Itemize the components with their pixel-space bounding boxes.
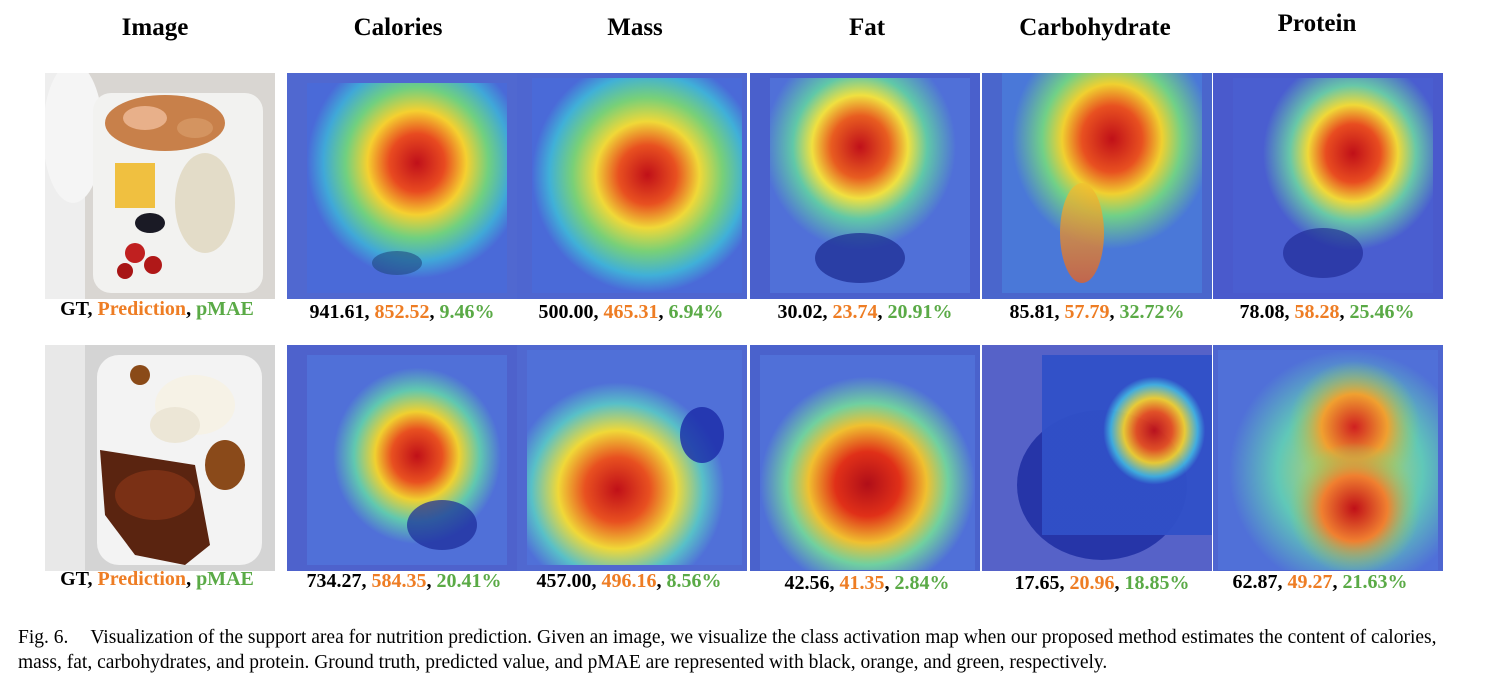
header-mass: Mass <box>607 14 663 41</box>
pmae-value: 6.94% <box>668 301 724 323</box>
legend-pmae: pMAE <box>196 298 254 320</box>
header-image: Image <box>121 14 189 41</box>
gt-value: 457.00 <box>536 570 592 592</box>
legend-gt: GT <box>60 298 88 320</box>
caption-text: Visualization of the support area for nu… <box>18 627 1437 673</box>
pred-value: 20.96 <box>1069 572 1115 594</box>
value-mass-2: 457.00, 496.16, 8.56% <box>536 570 722 592</box>
heatmap-mass-2 <box>517 345 747 571</box>
legend-prediction: Prediction <box>97 298 187 320</box>
pmae-value: 21.63% <box>1342 571 1408 593</box>
gt-value: 85.81 <box>1009 301 1055 323</box>
pred-value: 852.52 <box>374 301 430 323</box>
gt-value: 941.61 <box>309 301 365 323</box>
pmae-value: 18.85% <box>1124 572 1190 594</box>
pmae-value: 25.46% <box>1349 301 1415 323</box>
header-fat: Fat <box>848 14 886 41</box>
pmae-value: 20.41% <box>436 570 502 592</box>
heatmap-calories-2 <box>287 345 517 571</box>
pred-value: 584.35 <box>371 570 427 592</box>
legend-gt: GT <box>60 568 88 590</box>
gt-value: 17.65 <box>1014 572 1060 594</box>
pmae-value: 8.56% <box>666 570 722 592</box>
legend-prediction: Prediction <box>97 568 187 590</box>
heatmap-fat-2 <box>750 345 980 571</box>
legend-label-2: GT, Prediction, pMAE <box>60 568 254 590</box>
pred-value: 58.28 <box>1294 301 1340 323</box>
value-fat-2: 42.56, 41.35, 2.84% <box>784 572 950 594</box>
figure-caption: Fig. 6. Visualization of the support area… <box>18 625 1473 675</box>
value-carbohydrate-2: 17.65, 20.96, 18.85% <box>1014 572 1190 594</box>
pmae-value: 32.72% <box>1119 301 1185 323</box>
pred-value: 57.79 <box>1064 301 1110 323</box>
pmae-value: 2.84% <box>894 572 950 594</box>
legend-pmae: pMAE <box>196 568 254 590</box>
heatmap-carbohydrate-1 <box>982 73 1212 299</box>
value-calories-1: 941.61, 852.52, 9.46% <box>309 301 495 323</box>
heatmap-fat-1 <box>750 73 980 299</box>
gt-value: 734.27 <box>306 570 362 592</box>
pmae-value: 20.91% <box>887 301 953 323</box>
value-calories-2: 734.27, 584.35, 20.41% <box>306 570 502 592</box>
gt-value: 78.08 <box>1239 301 1285 323</box>
heatmap-calories-1 <box>287 73 517 299</box>
heatmap-carbohydrate-2 <box>982 345 1212 571</box>
gt-value: 30.02 <box>777 301 823 323</box>
pred-value: 41.35 <box>839 572 885 594</box>
value-protein-1: 78.08, 58.28, 25.46% <box>1239 301 1415 323</box>
value-carbohydrate-1: 85.81, 57.79, 32.72% <box>1009 301 1185 323</box>
pred-value: 23.74 <box>832 301 878 323</box>
value-mass-1: 500.00, 465.31, 6.94% <box>538 301 724 323</box>
value-protein-2: 62.87, 49.27, 21.63% <box>1232 571 1408 593</box>
pred-value: 465.31 <box>603 301 659 323</box>
value-fat-1: 30.02, 23.74, 20.91% <box>777 301 953 323</box>
gt-value: 62.87 <box>1232 571 1278 593</box>
heatmap-protein-1 <box>1213 73 1443 299</box>
food-photo-1 <box>45 73 275 299</box>
pred-value: 49.27 <box>1287 571 1333 593</box>
gt-value: 42.56 <box>784 572 830 594</box>
figure-number: Fig. 6. <box>18 627 69 648</box>
food-photo-2 <box>45 345 275 571</box>
heatmap-mass-1 <box>517 73 747 299</box>
legend-label-1: GT, Prediction, pMAE <box>60 298 254 320</box>
pmae-value: 9.46% <box>439 301 495 323</box>
header-protein: Protein <box>1277 10 1357 37</box>
gt-value: 500.00 <box>538 301 594 323</box>
header-carbohydrate: Carbohydrate <box>1019 14 1171 41</box>
header-calories: Calories <box>353 14 443 41</box>
heatmap-protein-2 <box>1213 345 1443 571</box>
pred-value: 496.16 <box>601 570 657 592</box>
